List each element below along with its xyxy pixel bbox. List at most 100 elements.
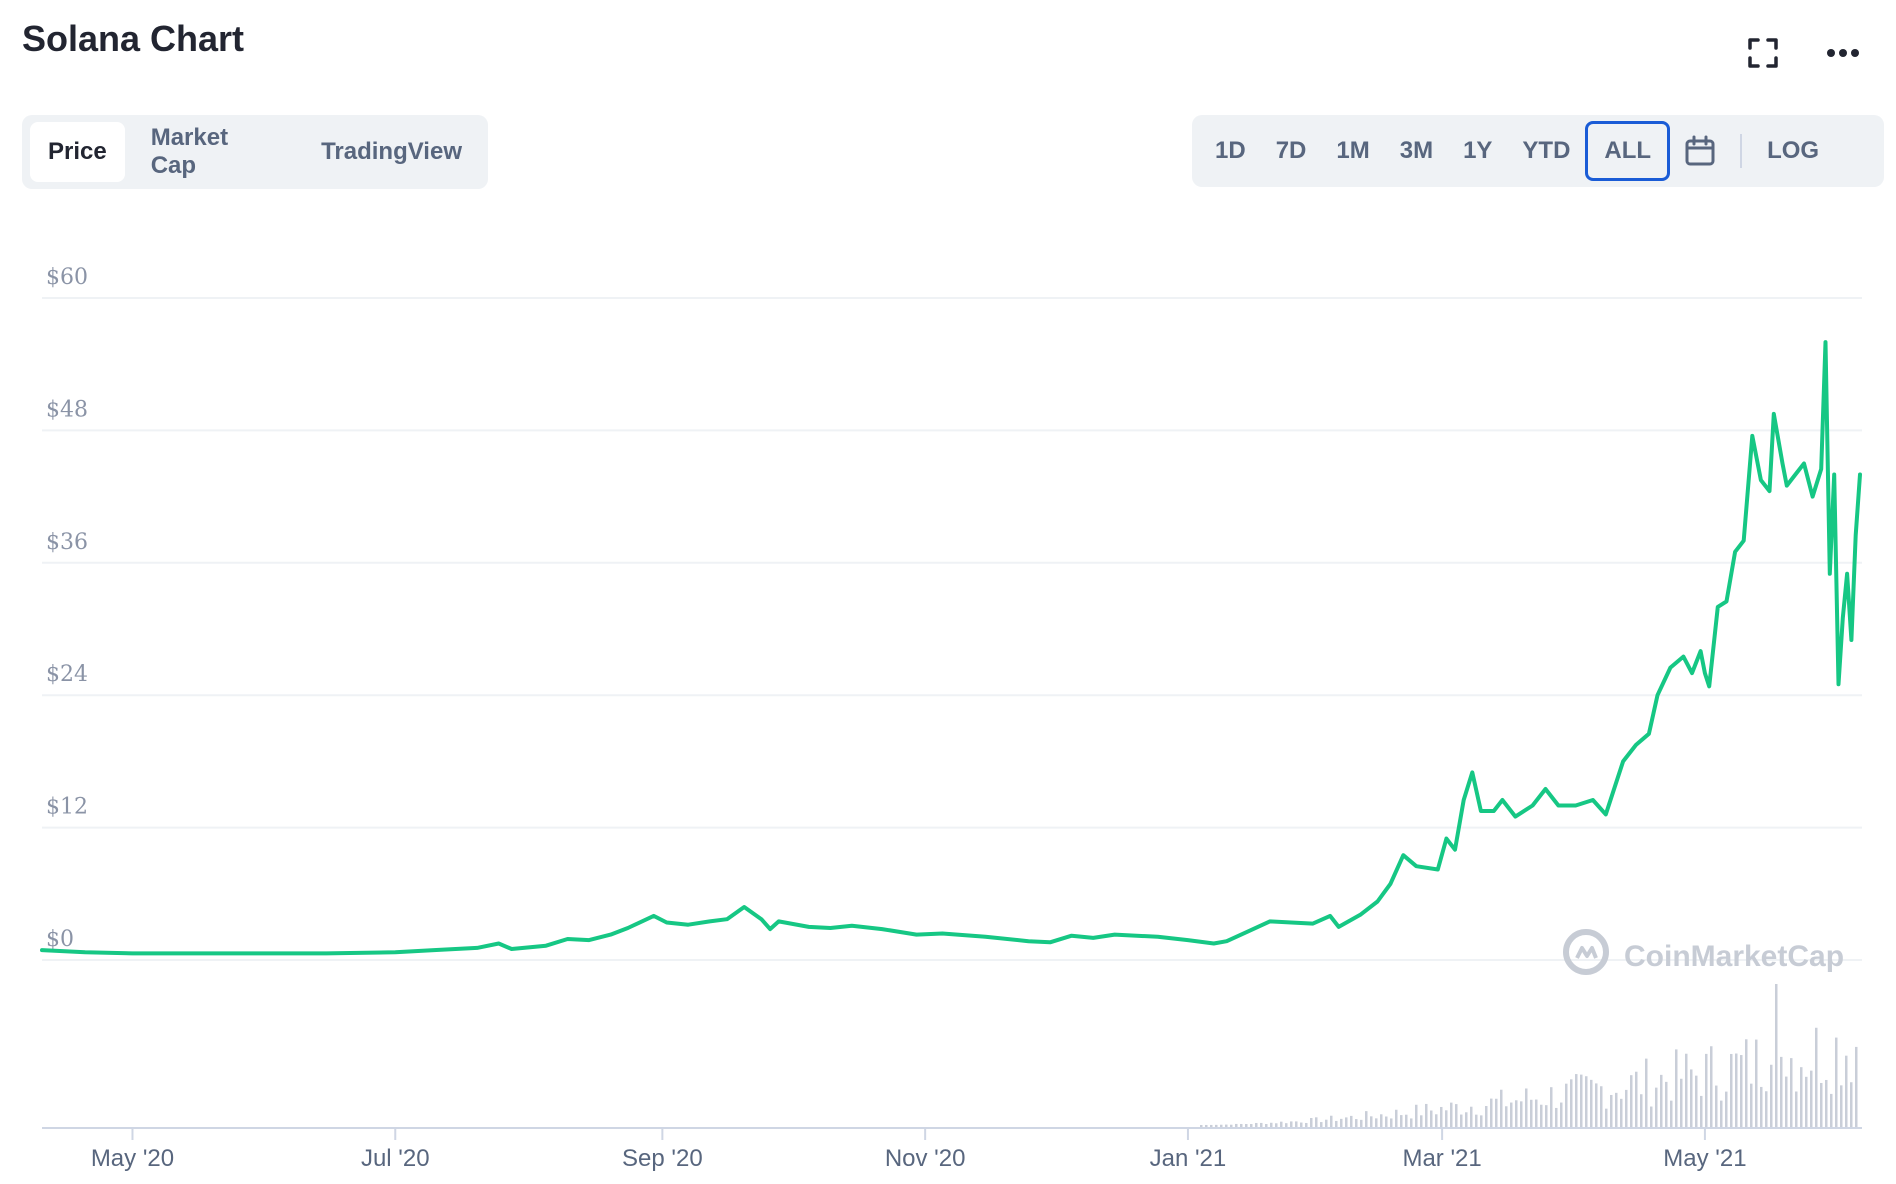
volume-bar: [1495, 1098, 1498, 1128]
volume-bar: [1520, 1101, 1523, 1128]
volume-bar: [1765, 1091, 1768, 1128]
volume-bar: [1580, 1074, 1583, 1128]
volume-bar: [1835, 1037, 1838, 1128]
fullscreen-icon: [1748, 38, 1778, 68]
volume-bar: [1735, 1053, 1738, 1128]
volume-bar: [1300, 1122, 1303, 1128]
volume-bar: [1280, 1121, 1283, 1128]
volume-bar: [1385, 1116, 1388, 1128]
more-button[interactable]: [1818, 28, 1868, 78]
volume-bar: [1600, 1086, 1603, 1128]
more-icon: [1827, 49, 1859, 57]
volume-bar: [1850, 1082, 1853, 1128]
volume-bar: [1540, 1104, 1543, 1128]
volume-bar: [1730, 1053, 1733, 1128]
volume-bar: [1465, 1112, 1468, 1128]
volume-bar: [1445, 1110, 1448, 1128]
volume-bar: [1720, 1100, 1723, 1128]
volume-bar: [1360, 1119, 1363, 1128]
volume-bar: [1575, 1074, 1578, 1128]
volume-bar: [1545, 1105, 1548, 1128]
volume-bar: [1605, 1108, 1608, 1128]
volume-bar: [1620, 1098, 1623, 1128]
volume-bar: [1675, 1049, 1678, 1128]
volume-bar: [1365, 1111, 1368, 1128]
x-axis: May '20 Jul '20 Sep '20 Nov '20 Jan '21 Mar '…: [42, 1127, 1862, 1172]
range-3m[interactable]: 3M: [1399, 137, 1434, 164]
volume-bar: [1480, 1115, 1483, 1128]
volume-bar: [1685, 1053, 1688, 1128]
y-tick-label: $48: [46, 397, 88, 422]
volume-bar: [1645, 1058, 1648, 1128]
volume-bar: [1825, 1079, 1828, 1128]
volume-bar: [1595, 1083, 1598, 1128]
volume-bar: [1635, 1071, 1638, 1128]
range-1d[interactable]: 1D: [1215, 137, 1246, 164]
volume-bar: [1855, 1046, 1858, 1128]
volume-bar: [1375, 1118, 1378, 1128]
volume-bar: [1275, 1123, 1278, 1128]
volume-bar: [1815, 1027, 1818, 1128]
volume-bar: [1670, 1100, 1673, 1128]
volume-bar: [1745, 1039, 1748, 1128]
volume-bar: [1390, 1118, 1393, 1128]
x-tick-label: Jul '20: [361, 1145, 430, 1172]
volume-bar: [1325, 1119, 1328, 1128]
tab-market-cap[interactable]: Market Cap: [150, 124, 229, 179]
volume-bar: [1755, 1039, 1758, 1128]
volume-bar: [1640, 1094, 1643, 1128]
volume-bar: [1440, 1106, 1443, 1128]
volume-bar: [1230, 1124, 1233, 1128]
range-all[interactable]: ALL: [1585, 121, 1671, 181]
volume-bar: [1805, 1076, 1808, 1128]
volume-bar: [1660, 1074, 1663, 1128]
volume-bar: [1305, 1122, 1308, 1128]
volume-bar: [1500, 1089, 1503, 1128]
volume-bar: [1200, 1125, 1203, 1128]
range-1y[interactable]: 1Y: [1463, 137, 1493, 164]
tab-price[interactable]: Price: [30, 122, 125, 182]
volume-bar: [1475, 1114, 1478, 1128]
volume-bar: [1535, 1099, 1538, 1128]
volume-bar: [1215, 1124, 1218, 1128]
volume-bar: [1250, 1124, 1253, 1128]
chart-type-tabs: Price Market Cap TradingView: [22, 115, 488, 189]
volume-bar: [1810, 1070, 1813, 1128]
price-series-line: [40, 340, 1862, 956]
volume-bar: [1335, 1120, 1338, 1128]
calendar-icon: [1685, 135, 1715, 166]
date-range-button[interactable]: [1670, 121, 1730, 181]
volume-bar: [1425, 1103, 1428, 1128]
volume-bar: [1295, 1121, 1298, 1128]
volume-bar: [1510, 1102, 1513, 1128]
tab-tradingview[interactable]: TradingView: [321, 138, 462, 165]
volume-bar: [1705, 1053, 1708, 1128]
volume-bar: [1550, 1087, 1553, 1128]
volume-bar: [1430, 1110, 1433, 1128]
range-ytd[interactable]: YTD: [1522, 137, 1571, 164]
volume-bar: [1725, 1091, 1728, 1128]
volume-bar: [1435, 1114, 1438, 1128]
volume-bar: [1680, 1078, 1683, 1128]
fullscreen-button[interactable]: [1738, 28, 1788, 78]
volume-bar: [1760, 1086, 1763, 1128]
range-1m[interactable]: 1M: [1336, 137, 1370, 164]
volume-bar: [1700, 1095, 1703, 1128]
volume-bar: [1565, 1083, 1568, 1128]
volume-bar: [1265, 1124, 1268, 1128]
volume-bar: [1310, 1118, 1313, 1128]
volume-bar: [1515, 1100, 1518, 1128]
volume-bar: [1210, 1124, 1213, 1128]
log-scale-toggle[interactable]: LOG: [1767, 137, 1820, 164]
grid-lines: [42, 297, 1862, 961]
volume-bar: [1235, 1123, 1238, 1128]
volume-bar: [1485, 1106, 1488, 1128]
volume-bar: [1420, 1115, 1423, 1128]
range-7d[interactable]: 7D: [1275, 137, 1307, 164]
volume-bar: [1615, 1092, 1618, 1128]
volume-bar: [1220, 1124, 1223, 1128]
volume-bar: [1830, 1093, 1833, 1128]
volume-bar: [1225, 1124, 1228, 1128]
volume-bar: [1785, 1076, 1788, 1128]
